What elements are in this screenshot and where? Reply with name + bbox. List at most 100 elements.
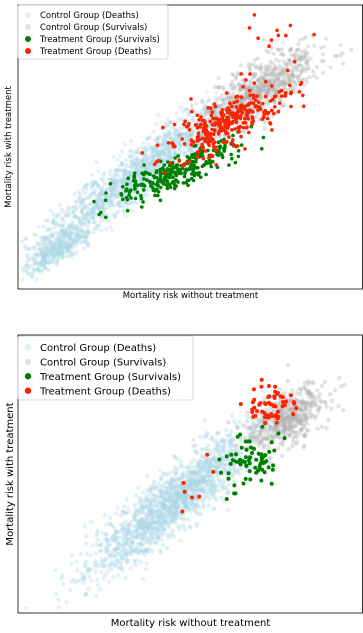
data-point [59, 244, 64, 249]
data-point [92, 205, 97, 210]
data-point [170, 477, 175, 482]
data-point [266, 68, 271, 73]
data-point [75, 232, 80, 237]
data-point [257, 437, 262, 442]
data-point [289, 69, 294, 74]
data-point [58, 251, 62, 256]
data-point [168, 154, 173, 159]
data-point [182, 473, 187, 479]
data-point [141, 147, 146, 152]
data-point [258, 88, 263, 92]
data-point [248, 98, 253, 103]
data-point [190, 470, 195, 475]
data-point [57, 234, 62, 239]
data-point [179, 498, 184, 503]
data-point [102, 572, 108, 578]
data-point [171, 144, 176, 149]
data-point [266, 50, 271, 55]
data-point [95, 528, 101, 533]
data-point [44, 251, 49, 256]
data-point [258, 91, 263, 96]
data-point [149, 159, 154, 164]
data-point [55, 247, 60, 252]
data-point [119, 177, 123, 182]
data-point [87, 220, 92, 225]
data-point [76, 237, 81, 242]
data-point [99, 205, 104, 210]
data-point [172, 491, 178, 496]
data-point [189, 146, 194, 151]
data-point [189, 133, 194, 138]
data-point [155, 528, 161, 533]
data-point [298, 415, 303, 421]
data-point [115, 167, 120, 172]
data-point [160, 506, 165, 511]
data-point [268, 455, 273, 461]
data-point [81, 199, 86, 204]
data-point [63, 213, 68, 218]
data-point [149, 184, 153, 188]
plot-area [20, 13, 354, 282]
data-point [121, 176, 126, 181]
data-point [143, 145, 148, 150]
data-point [161, 471, 166, 477]
data-point [72, 192, 77, 197]
data-point [140, 156, 145, 161]
data-point [79, 230, 84, 235]
data-point [242, 81, 247, 86]
data-point [259, 76, 264, 81]
data-point [162, 504, 167, 510]
data-point [260, 438, 265, 443]
data-point [264, 65, 269, 70]
data-point [121, 535, 126, 540]
data-point [176, 491, 181, 496]
data-point [138, 178, 143, 183]
data-point [208, 492, 214, 498]
data-point [42, 234, 47, 239]
data-point [45, 243, 50, 248]
data-point [180, 137, 184, 141]
data-point [207, 464, 212, 469]
data-point [337, 375, 342, 381]
data-point [59, 253, 63, 258]
data-point [251, 101, 256, 105]
data-point [70, 224, 74, 229]
data-point [53, 261, 58, 266]
data-point [251, 72, 256, 77]
data-point [81, 580, 87, 585]
data-point [269, 46, 274, 51]
data-point [290, 86, 295, 91]
data-point [144, 524, 150, 529]
data-point [268, 77, 273, 82]
data-point [120, 168, 125, 172]
data-point [137, 496, 142, 501]
data-point [200, 136, 205, 141]
data-point [50, 230, 55, 235]
data-point [173, 491, 179, 496]
data-point [102, 208, 106, 213]
data-point [205, 135, 209, 139]
data-point [154, 528, 160, 533]
data-point [105, 201, 110, 206]
data-point [167, 120, 172, 125]
data-point [258, 88, 263, 93]
data-point [157, 508, 162, 513]
data-point [234, 117, 238, 121]
data-point [278, 64, 282, 69]
data-point [261, 76, 266, 81]
data-point [194, 504, 199, 509]
data-point [24, 236, 29, 241]
data-point [97, 223, 102, 228]
data-point [292, 52, 297, 57]
data-point [138, 559, 143, 564]
data-point [256, 91, 261, 96]
data-point [21, 278, 25, 282]
data-point [202, 119, 207, 123]
data-point [163, 175, 167, 179]
data-point [41, 251, 46, 256]
data-point [157, 150, 162, 155]
data-point [265, 87, 270, 92]
data-point [297, 73, 302, 78]
data-point [42, 235, 47, 240]
data-point [69, 242, 74, 247]
